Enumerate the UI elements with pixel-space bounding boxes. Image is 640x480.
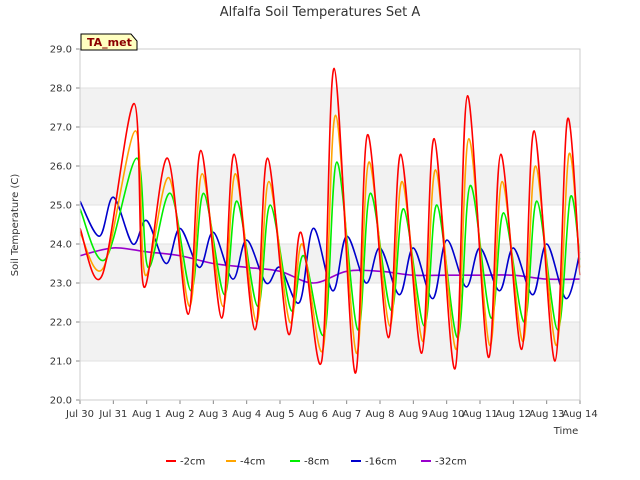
- series-layer: [79, 67, 581, 374]
- x-tick-label: Aug 3: [199, 409, 228, 420]
- legend-label: -2cm: [180, 457, 205, 468]
- legend-item: -4cm: [226, 457, 265, 468]
- x-axis: Jul 30 Jul 31 Aug 1 Aug 2 Aug 3 Aug 4 Aug 5 Aug…: [65, 400, 598, 420]
- series-line-minus-16cm: [79, 196, 581, 304]
- y-tick-label: 22.0: [50, 318, 72, 329]
- y-tick-label: 25.0: [50, 201, 72, 212]
- y-tick-label: 28.0: [50, 84, 72, 95]
- legend-item: -32cm: [421, 457, 467, 468]
- x-tick-label: Aug 1: [132, 409, 161, 420]
- y-tick-label: 27.0: [50, 123, 72, 134]
- y-tick-label: 20.0: [50, 396, 72, 407]
- annotation-label: TA_met: [87, 36, 132, 49]
- plot-frame: [79, 48, 581, 401]
- legend: -2cm -4cm -8cm -16cm -32cm: [166, 457, 467, 468]
- y-tick-label: 23.0: [50, 279, 72, 290]
- legend-item: -16cm: [351, 457, 397, 468]
- x-tick-label: Aug 9: [399, 409, 428, 420]
- series-line-minus-2cm: [79, 67, 581, 374]
- x-tick-label: Aug 5: [265, 409, 294, 420]
- x-tick-label: Aug 4: [232, 409, 261, 420]
- y-tick-label: 21.0: [50, 357, 72, 368]
- x-tick-label: Aug 13: [529, 409, 564, 420]
- y-tick-label: 26.0: [50, 162, 72, 173]
- legend-label: -4cm: [240, 457, 265, 468]
- x-axis-title: Time: [553, 426, 578, 437]
- y-axis-title: Soil Temperature (C): [10, 174, 21, 277]
- grid-band: [80, 322, 580, 361]
- x-tick-label: Jul 31: [98, 409, 127, 420]
- legend-item: -2cm: [166, 457, 205, 468]
- x-tick-label: Aug 7: [332, 409, 361, 420]
- annotation-badge: TA_met: [80, 33, 138, 51]
- x-tick-label: Aug 10: [429, 409, 464, 420]
- x-tick-label: Aug 8: [365, 409, 394, 420]
- legend-item: -8cm: [290, 457, 329, 468]
- chart-title: Alfalfa Soil Temperatures Set A: [220, 5, 421, 20]
- x-tick-label: Aug 11: [462, 409, 497, 420]
- y-axis: 20.0 21.0 22.0 23.0 24.0 25.0 26.0 27.0 28.0 29.0: [50, 45, 80, 407]
- y-tick-label: 24.0: [50, 240, 72, 251]
- x-tick-label: Aug 6: [299, 409, 328, 420]
- annotation-badge-shape: [80, 33, 138, 51]
- legend-label: -8cm: [304, 457, 329, 468]
- legend-label: -16cm: [365, 457, 397, 468]
- y-tick-label: 29.0: [50, 45, 72, 56]
- series-line-minus-4cm: [79, 114, 581, 355]
- x-tick-label: Jul 30: [65, 409, 94, 420]
- x-tick-label: Aug 12: [496, 409, 531, 420]
- x-tick-label: Aug 2: [165, 409, 194, 420]
- x-tick-label: Aug 14: [562, 409, 597, 420]
- legend-label: -32cm: [435, 457, 467, 468]
